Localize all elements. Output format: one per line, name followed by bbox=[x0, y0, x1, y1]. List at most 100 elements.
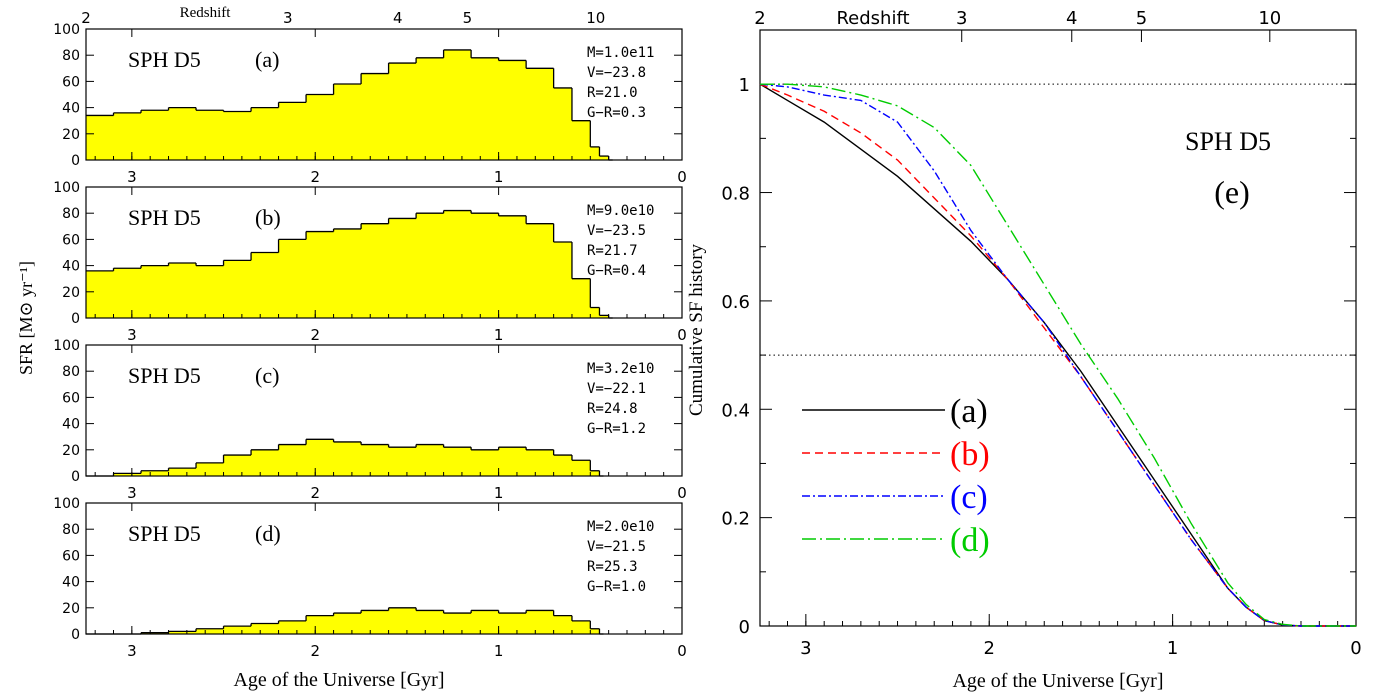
y-tick-label: 20 bbox=[62, 443, 80, 459]
y-tick-label: 0 bbox=[71, 311, 80, 327]
y-tick-label: 0 bbox=[71, 627, 80, 643]
panel-title: SPH D5 bbox=[128, 521, 201, 546]
y-tick-label: 40 bbox=[62, 417, 80, 433]
sfr-area bbox=[86, 439, 604, 476]
legend-label: (b) bbox=[950, 436, 990, 473]
legend-label: (c) bbox=[950, 479, 988, 516]
panel-title: SPH D5 bbox=[128, 47, 201, 72]
x-tick-label: 2 bbox=[984, 638, 995, 659]
stat-line: V=−23.5 bbox=[587, 223, 646, 239]
y-tick-label: 80 bbox=[62, 522, 80, 538]
y-tick-label: 40 bbox=[62, 259, 80, 275]
y-tick-label: 0.2 bbox=[721, 509, 750, 530]
redshift-tick-label: 10 bbox=[1258, 8, 1281, 29]
panel-frame bbox=[85, 344, 683, 477]
redshift-label: Redshift bbox=[180, 5, 232, 21]
y-tick-label: 40 bbox=[62, 101, 80, 117]
panel-frame bbox=[85, 28, 683, 161]
sfr-panel-b: 0 20 40 60 80 100 3 2 1 0 SPH D5 (b) M=9.0e10 V=−23.5… bbox=[16, 180, 687, 375]
y-tick-label: 60 bbox=[62, 390, 80, 406]
panel-label: (b) bbox=[255, 205, 281, 230]
legend-label: (d) bbox=[950, 522, 990, 559]
stat-line: M=2.0e10 bbox=[587, 519, 654, 535]
x-tick-label: 3 bbox=[127, 168, 137, 186]
y-tick-label: 80 bbox=[62, 206, 80, 222]
stat-line: V=−22.1 bbox=[587, 381, 646, 397]
sfr-panel-d: 0 20 40 60 80 100 3 2 1 0 SPH D5 (d) M=2.0e10 V=−21.5… bbox=[53, 496, 687, 691]
series-line-c bbox=[759, 83, 1356, 627]
x-tick-label: 1 bbox=[494, 484, 504, 502]
redshift-tick-label: 2 bbox=[81, 9, 91, 27]
stat-line: M=3.2e10 bbox=[587, 361, 654, 377]
stat-line: G−R=0.3 bbox=[587, 105, 646, 121]
x-tick-label: 0 bbox=[677, 168, 687, 186]
redshift-tick-label: 5 bbox=[1136, 8, 1147, 29]
y-tick-label: 20 bbox=[62, 601, 80, 617]
y-tick-label: 80 bbox=[62, 48, 80, 64]
x-tick-label: 3 bbox=[127, 326, 137, 344]
x-tick-label: 1 bbox=[1167, 638, 1178, 659]
sfr-area bbox=[86, 49, 613, 160]
panel-label: (a) bbox=[255, 47, 279, 72]
panel-title: SPH D5 bbox=[1185, 127, 1271, 156]
x-axis-label: Age of the Universe [Gyr] bbox=[233, 669, 444, 691]
x-tick-label: 3 bbox=[800, 638, 811, 659]
stat-line: M=1.0e11 bbox=[587, 45, 654, 61]
x-tick-label: 0 bbox=[677, 326, 687, 344]
stat-line: V=−21.5 bbox=[587, 539, 646, 555]
panel-title: SPH D5 bbox=[128, 363, 201, 388]
x-tick-label: 0 bbox=[677, 484, 687, 502]
y-tick-label: 20 bbox=[62, 285, 80, 301]
stat-line: G−R=0.4 bbox=[587, 263, 646, 279]
x-tick-label: 1 bbox=[494, 642, 504, 660]
stat-line: R=21.0 bbox=[587, 85, 638, 101]
panel-label: (d) bbox=[255, 521, 281, 546]
redshift-tick-label: 4 bbox=[1066, 8, 1077, 29]
stat-line: G−R=1.0 bbox=[587, 579, 646, 595]
y-tick-label: 1 bbox=[739, 75, 750, 96]
redshift-tick-label: 2 bbox=[754, 8, 765, 29]
sfr-area bbox=[86, 607, 604, 634]
panel-frame bbox=[85, 186, 683, 319]
y-tick-label: 60 bbox=[62, 74, 80, 90]
y-tick-label: 80 bbox=[62, 364, 80, 380]
y-tick-label: 0.6 bbox=[721, 292, 750, 313]
x-tick-label: 3 bbox=[127, 642, 137, 660]
x-tick-label: 0 bbox=[1350, 638, 1361, 659]
y-tick-label: 100 bbox=[53, 22, 80, 38]
redshift-label: Redshift bbox=[836, 8, 909, 29]
x-tick-label: 2 bbox=[310, 642, 320, 660]
stat-line: M=9.0e10 bbox=[587, 203, 654, 219]
x-tick-label: 1 bbox=[494, 326, 504, 344]
stat-line: R=25.3 bbox=[587, 559, 638, 575]
x-tick-label: 2 bbox=[310, 168, 320, 186]
x-tick-label: 1 bbox=[494, 168, 504, 186]
y-tick-label: 0.8 bbox=[721, 184, 750, 205]
y-tick-label: 20 bbox=[62, 127, 80, 143]
redshift-tick-label: 4 bbox=[393, 9, 403, 27]
y-tick-label: 0 bbox=[71, 153, 80, 169]
x-axis-label: Age of the Universe [Gyr] bbox=[952, 670, 1163, 692]
y-tick-label: 0 bbox=[71, 469, 80, 485]
redshift-tick-label: 3 bbox=[956, 8, 967, 29]
stat-line: R=24.8 bbox=[587, 401, 638, 417]
redshift-tick-label: 5 bbox=[463, 9, 473, 27]
y-tick-label: 100 bbox=[53, 180, 80, 196]
y-tick-label: 100 bbox=[53, 496, 80, 512]
sfr-area bbox=[86, 210, 613, 318]
stat-line: R=21.7 bbox=[587, 243, 638, 259]
cumulative-panel-e: 00.20.40.60.813 2 1 02 3 4 5 10Redshift(a)(b)(c… bbox=[686, 8, 1362, 692]
y-tick-label: 60 bbox=[62, 232, 80, 248]
x-tick-label: 2 bbox=[310, 326, 320, 344]
redshift-tick-label: 10 bbox=[586, 9, 605, 27]
panel-title: SPH D5 bbox=[128, 205, 201, 230]
x-tick-label: 3 bbox=[127, 484, 137, 502]
panel-label: (c) bbox=[255, 363, 279, 388]
series-line-d bbox=[760, 83, 1356, 627]
y-tick-label: 0 bbox=[739, 617, 750, 638]
panel-label: (e) bbox=[1214, 174, 1250, 210]
y-tick-label: 40 bbox=[62, 575, 80, 591]
